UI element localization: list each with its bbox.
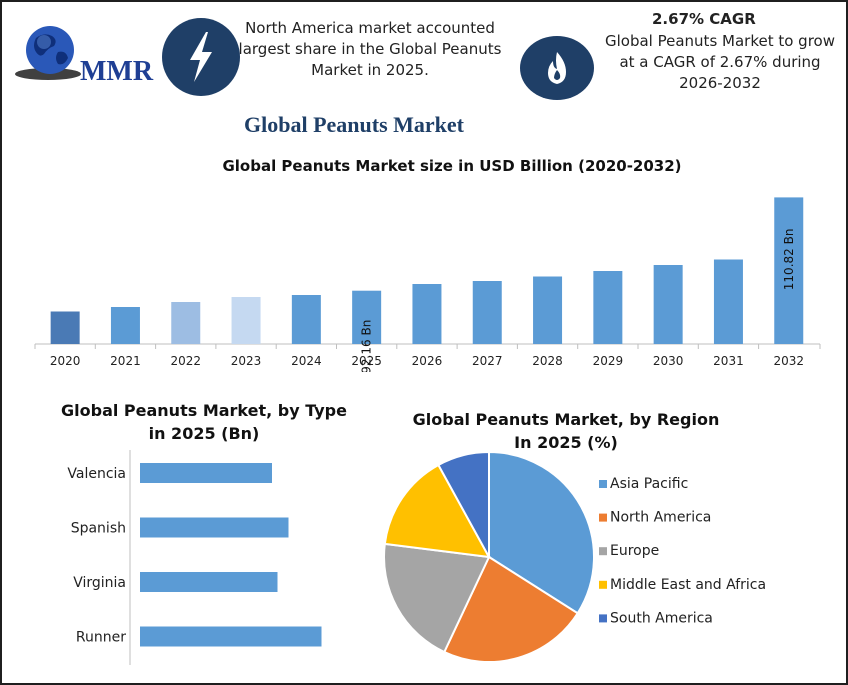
region-pie-chart: Asia Pacific North America Europe Middle Ea… — [383, 450, 766, 663]
pie-slice-europe — [383, 542, 491, 654]
x-tick-label: 2024 — [291, 354, 322, 368]
y-category-label: Runner — [76, 630, 126, 646]
bar-2026 — [412, 284, 442, 344]
bar-spanish — [140, 517, 289, 538]
x-tick-label: 2025 — [351, 354, 382, 368]
legend-label: Asia Pacific — [610, 476, 688, 492]
x-tick-label: 2023 — [231, 354, 262, 368]
x-tick-label: 2031 — [713, 354, 744, 368]
y-category-label: Virginia — [73, 575, 126, 591]
lightning-icon — [190, 32, 212, 82]
x-tick-label: 2027 — [472, 354, 503, 368]
bar-2027 — [472, 281, 502, 344]
y-category-label: Valencia — [67, 466, 126, 482]
bar-value-label: 92.16 Bn — [360, 320, 374, 372]
bar-2032 — [774, 197, 804, 344]
callout-north-america: North America market accounted largest s… — [238, 19, 502, 79]
legend-label: Europe — [610, 543, 659, 559]
legend-swatch — [599, 480, 607, 488]
x-tick-label: 2030 — [653, 354, 684, 368]
pie-slice-south-america — [437, 450, 490, 558]
legend-swatch — [599, 580, 607, 589]
pie-slice-middle-east-and-africa — [383, 463, 491, 559]
bar-2025 — [352, 290, 382, 344]
bar-chart-title: Global Peanuts Market size in USD Billio… — [222, 157, 682, 175]
legend-label: Middle East and Africa — [610, 577, 766, 593]
bar-virginia — [140, 572, 278, 592]
x-tick-label: 2026 — [412, 354, 443, 368]
bar-2021 — [110, 307, 140, 344]
bar-2020 — [50, 311, 80, 344]
bar-runner — [140, 626, 322, 647]
bar-2024 — [291, 295, 321, 344]
globe-icon — [15, 26, 81, 80]
flame-badge — [520, 36, 594, 100]
page-title: Global Peanuts Market — [244, 112, 464, 137]
bar-2031 — [713, 259, 743, 344]
region-chart-title: Global Peanuts Market, by Region In 2025… — [412, 410, 720, 452]
legend-label: South America — [610, 610, 713, 626]
legend-swatch — [599, 547, 607, 556]
flame-icon — [548, 52, 566, 84]
logo-text: MMR — [80, 56, 154, 87]
bar-valencia — [140, 463, 272, 483]
legend-label: North America — [610, 510, 711, 526]
bar-2029 — [593, 271, 623, 344]
bar-value-label: 110.82 Bn — [782, 229, 796, 291]
x-tick-label: 2021 — [110, 354, 141, 368]
x-tick-label: 2020 — [50, 354, 81, 368]
legend-swatch — [599, 614, 607, 623]
x-tick-label: 2032 — [773, 354, 804, 368]
bar-2022 — [171, 302, 201, 344]
cagr-text: Global Peanuts Market to grow at a CAGR … — [605, 32, 835, 92]
cagr-title: 2.67% CAGR — [652, 10, 756, 28]
bar-2030 — [653, 265, 683, 344]
y-category-label: Spanish — [71, 521, 126, 537]
type-chart-title: Global Peanuts Market, by Type in 2025 (… — [61, 401, 347, 443]
logo: MMR — [14, 20, 164, 90]
x-tick-label: 2029 — [593, 354, 624, 368]
x-tick-label: 2028 — [532, 354, 563, 368]
bar-2028 — [533, 276, 563, 344]
x-tick-label: 2022 — [170, 354, 201, 368]
bar-2023 — [231, 297, 261, 344]
legend-swatch — [599, 513, 607, 522]
lightning-badge — [162, 18, 240, 96]
type-bar-chart: Valencia Spanish Virginia Runner — [67, 450, 322, 665]
